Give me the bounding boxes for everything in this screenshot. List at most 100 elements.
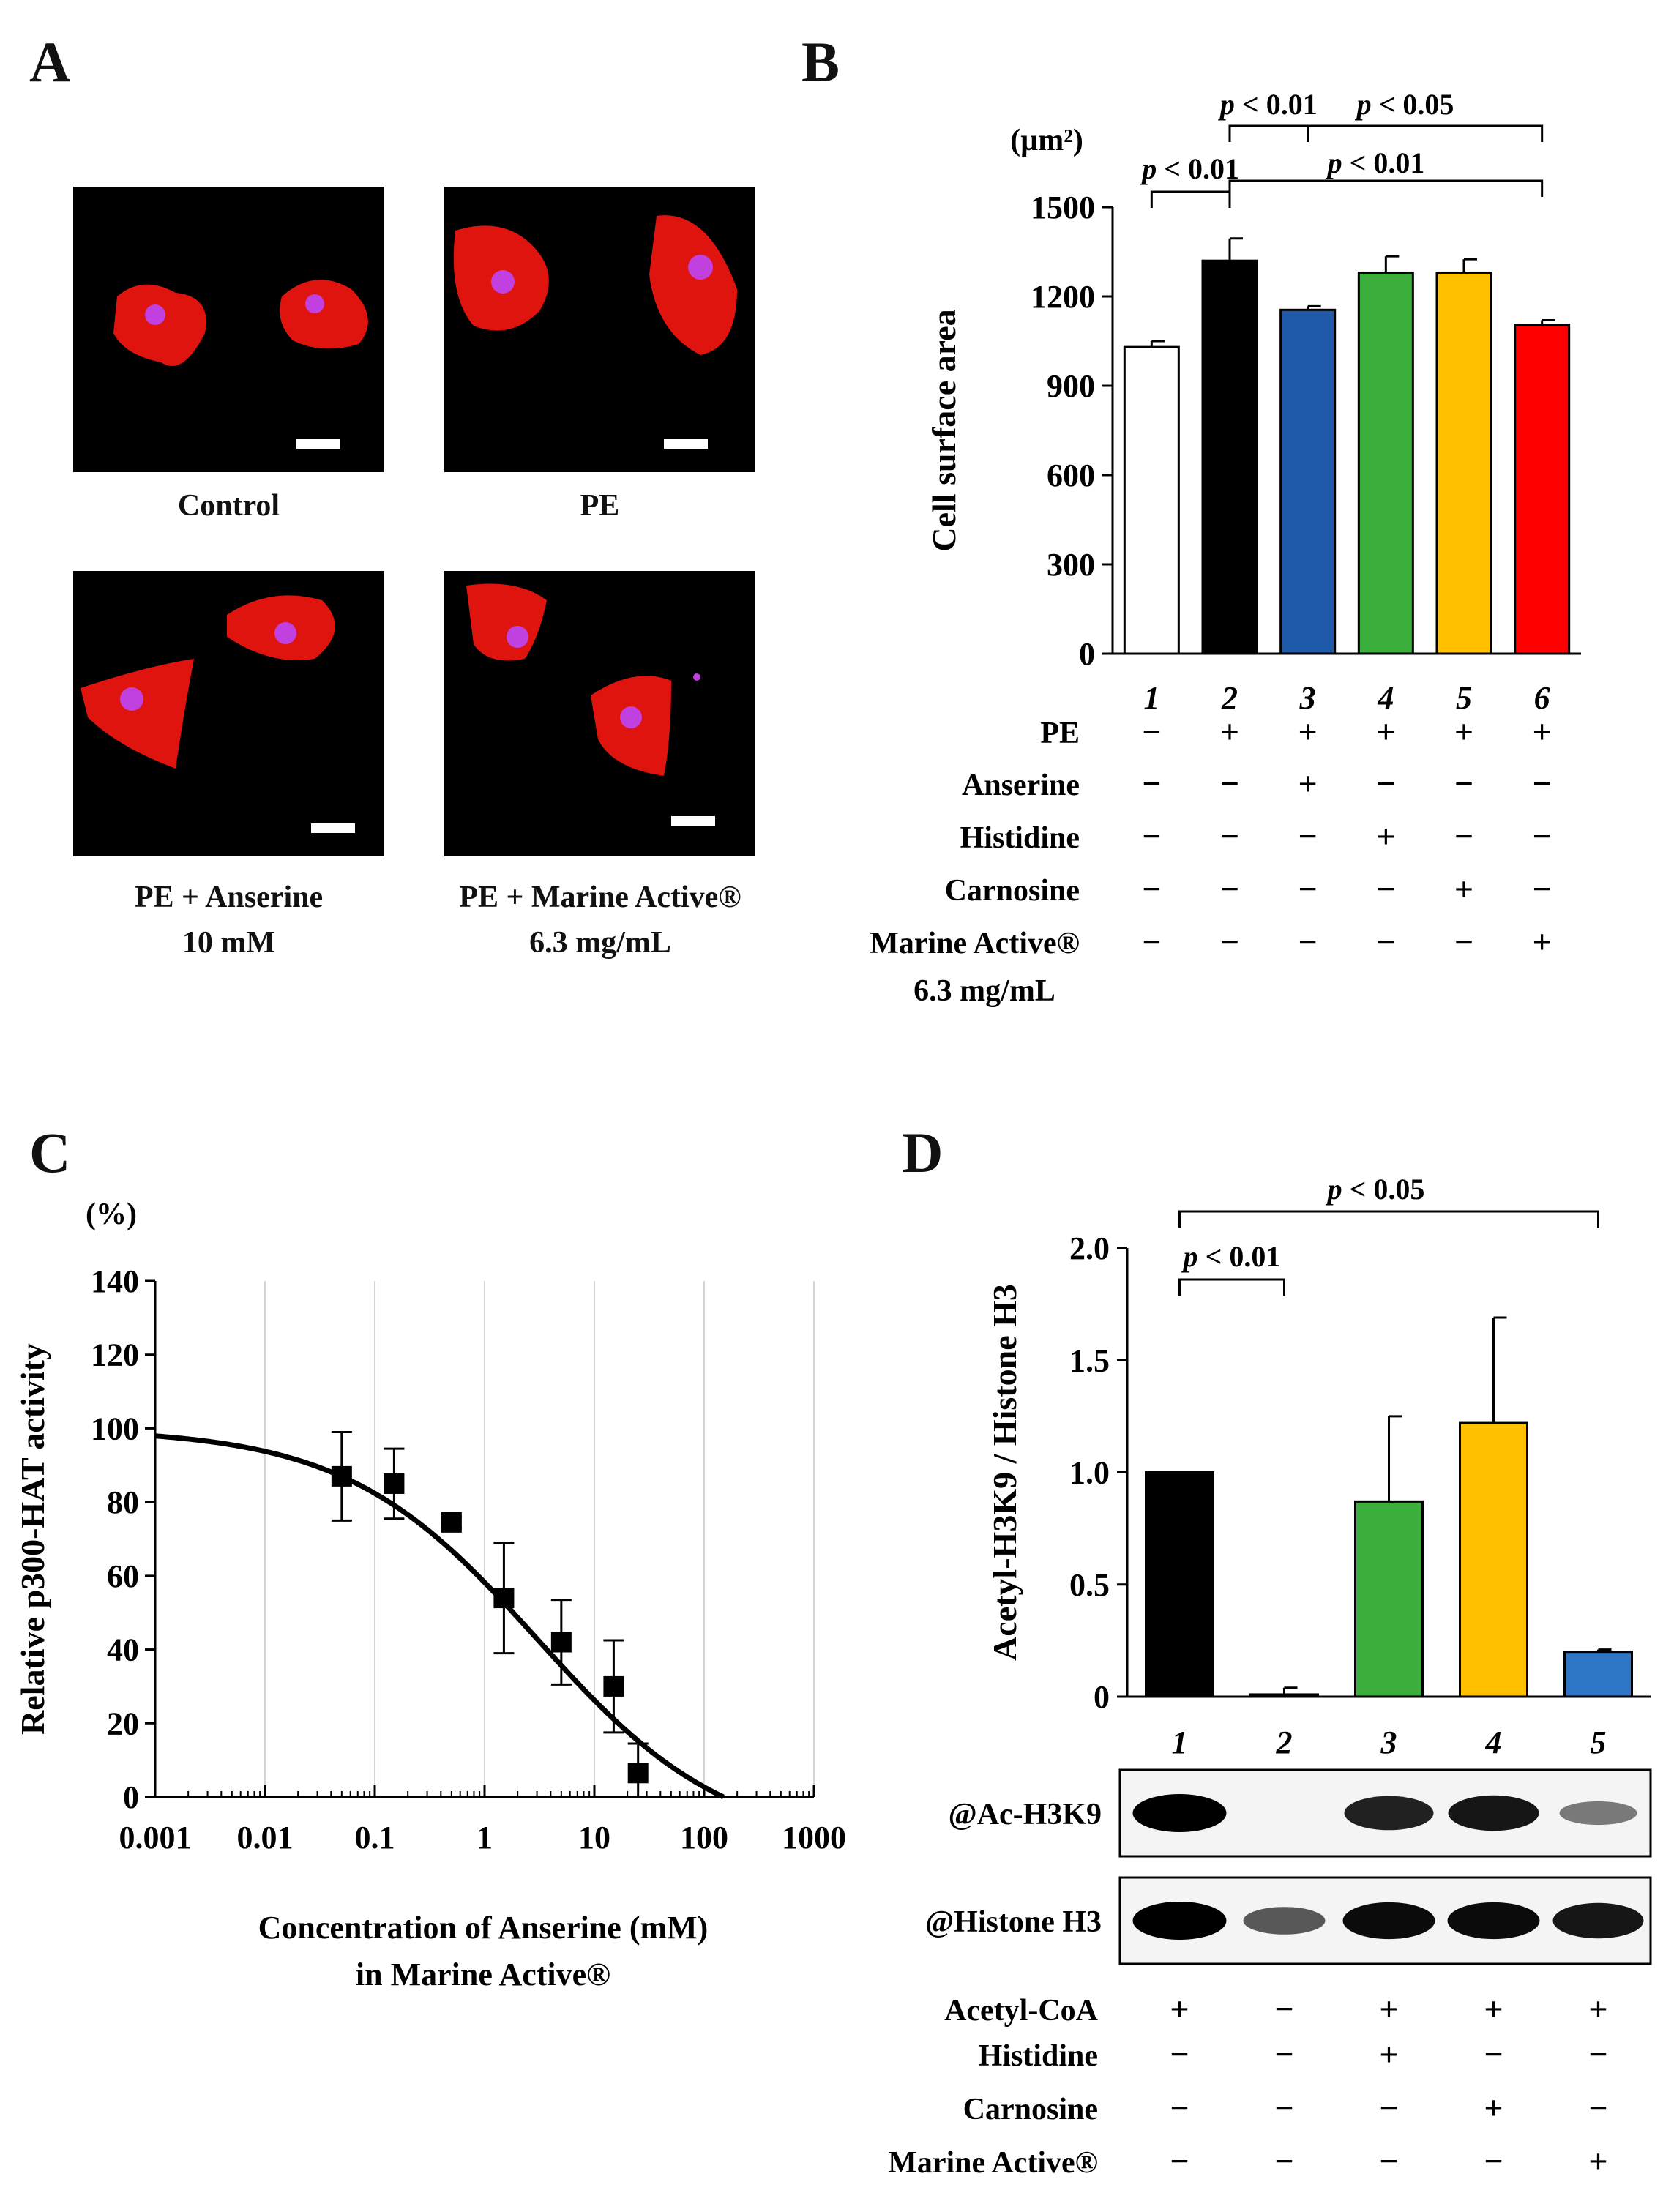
b-treatment-sign: + [1454, 870, 1473, 908]
c-x-tick-label: 1000 [782, 1820, 846, 1856]
b-category-label: 1 [1143, 680, 1159, 716]
d-sig-bracket [1178, 1278, 1285, 1296]
b-y-tick-label: 1500 [1031, 190, 1095, 225]
c-x-tick-label: 1 [477, 1820, 493, 1856]
b-treatment-sign: − [1376, 765, 1395, 802]
b-y-tick-label: 0 [1079, 636, 1095, 672]
c-data-point [550, 1632, 572, 1653]
b-treatment-sign: − [1533, 870, 1552, 908]
d-sig-label: p < 0.01 [1181, 1240, 1281, 1273]
b-y-tick-label: 600 [1047, 457, 1095, 493]
d-treatment-sign: − [1170, 2142, 1189, 2180]
c-y-tick-label: 60 [107, 1558, 139, 1594]
d-treatment-label: Acetyl-CoA [944, 1994, 1099, 2028]
b-bar [1123, 345, 1180, 655]
b-treatment-sign: − [1220, 870, 1239, 908]
caption-control: Control [73, 483, 384, 528]
d-treatment-sign: − [1484, 2142, 1503, 2180]
panel-letter-c: C [29, 1121, 71, 1184]
caption-line: 10 mM [182, 926, 276, 960]
d-treatment-sign: + [1484, 1990, 1503, 2028]
panel-letter-d: D [902, 1121, 944, 1184]
b-bar [1514, 324, 1571, 655]
b-unit-label: (µm²) [1010, 124, 1083, 157]
b-treatment-sign: + [1220, 713, 1239, 750]
c-y-tick-label: 80 [107, 1484, 139, 1520]
b-bar [1201, 259, 1258, 655]
b-treatment-sign: − [1454, 765, 1473, 802]
c-data-point [331, 1465, 352, 1487]
b-bar [1435, 271, 1492, 655]
b-treatment-sign: − [1142, 923, 1161, 960]
caption-line: 6.3 mg/mL [529, 926, 671, 960]
d-treatment-sign: − [1274, 2142, 1293, 2180]
micrograph-pe [444, 187, 755, 472]
b-treatment-sign: − [1376, 923, 1395, 960]
c-data-point [493, 1588, 515, 1609]
b-treatment-sign: − [1376, 870, 1395, 908]
micrograph-pe-anserine [73, 571, 384, 856]
c-x-axis-title: in Marine Active® [356, 1957, 610, 1992]
b-category-label: 4 [1377, 680, 1394, 716]
caption-line: PE [580, 489, 620, 523]
d-treatment-sign: − [1484, 2036, 1503, 2073]
d-y-axis-title: Acetyl-H3K9 / Histone H3 [986, 1284, 1023, 1661]
d-treatment-sign: + [1484, 2089, 1503, 2126]
d-category-label: 4 [1485, 1725, 1502, 1760]
b-treatment-sign: − [1220, 765, 1239, 802]
d-category-label: 1 [1172, 1725, 1188, 1760]
micrograph-pe-marine-active [444, 571, 755, 856]
b-sig-bracket [1150, 190, 1231, 208]
c-unit-label: (%) [86, 1197, 137, 1231]
b-treatment-label: Carnosine [945, 874, 1080, 908]
d-y-tick-label: 0 [1094, 1679, 1110, 1715]
d-bar [1145, 1471, 1214, 1698]
b-bar [1357, 271, 1414, 655]
d-treatment-sign: − [1170, 2089, 1189, 2126]
cell-image-pe-anserine [81, 595, 355, 833]
c-x-tick-label: 100 [680, 1820, 728, 1856]
c-y-tick-label: 40 [107, 1632, 139, 1668]
b-y-axis-title: Cell surface area [925, 309, 963, 551]
d-bar [1459, 1421, 1528, 1698]
d-blot-label: @Ac-H3K9 [949, 1798, 1102, 1831]
d-sig-bracket [1178, 1210, 1599, 1228]
c-y-axis-title: Relative p300-HAT activity [14, 1343, 51, 1735]
c-x-tick-label: 0.01 [237, 1820, 294, 1856]
b-y-tick-label: 300 [1047, 547, 1095, 583]
d-treatment-sign: − [1274, 2036, 1293, 2073]
d-treatment-sign: − [1170, 2036, 1189, 2073]
b-category-label: 5 [1456, 680, 1472, 716]
b-sig-bracket [1228, 124, 1309, 142]
d-category-label: 2 [1276, 1725, 1293, 1760]
d-treatment-sign: − [1588, 2089, 1607, 2126]
b-treatment-sign: + [1533, 923, 1552, 960]
caption-line: PE + Anserine [134, 881, 324, 914]
b-treatment-sign: + [1454, 713, 1473, 750]
d-blot-band [1447, 1902, 1540, 1940]
c-data-point [384, 1473, 405, 1494]
c-y-tick-label: 20 [107, 1705, 139, 1741]
b-treatment-sign: − [1220, 923, 1239, 960]
d-category-label: 3 [1380, 1725, 1397, 1760]
d-bar [1354, 1500, 1424, 1698]
c-x-tick-label: 0.1 [355, 1820, 395, 1856]
c-data-point [603, 1675, 624, 1697]
b-y-tick-label: 1200 [1031, 279, 1095, 315]
b-treatment-sign: − [1533, 765, 1552, 802]
d-blot-label: @Histone H3 [925, 1905, 1102, 1939]
panel-letter-b: B [801, 30, 840, 94]
b-treatment-label: 6.3 mg/mL [913, 974, 1055, 1008]
d-blot-band [1344, 1796, 1434, 1831]
d-category-label: 5 [1591, 1725, 1607, 1760]
b-sig-label: p < 0.01 [1326, 146, 1425, 179]
d-treatment-sign: + [1379, 2036, 1398, 2073]
b-treatment-sign: − [1142, 713, 1161, 750]
c-data-point [441, 1512, 462, 1533]
b-treatment-sign: + [1299, 713, 1318, 750]
c-x-tick-label: 10 [578, 1820, 610, 1856]
caption-pe: PE [444, 483, 755, 528]
panel-letter-a: A [29, 30, 71, 94]
d-treatment-label: Carnosine [963, 2093, 1098, 2126]
